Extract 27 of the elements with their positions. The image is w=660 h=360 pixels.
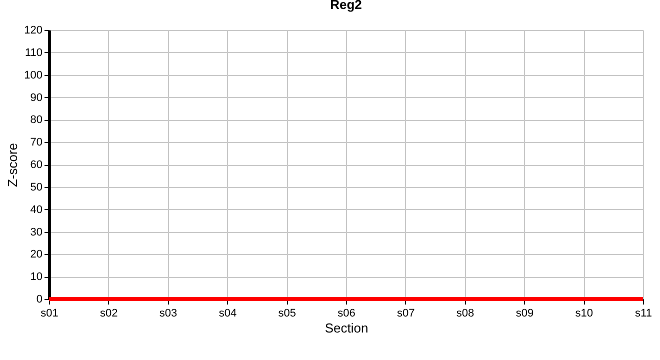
x-tick-label: s05 bbox=[278, 308, 296, 320]
y-axis-title: Z-score bbox=[5, 142, 20, 188]
x-tick-label: s02 bbox=[100, 308, 118, 320]
y-tick-label: 20 bbox=[30, 248, 42, 261]
x-axis-title: Section bbox=[324, 320, 368, 336]
x-tick-label: s08 bbox=[456, 308, 474, 320]
y-tick-label: 50 bbox=[30, 181, 42, 194]
x-tick-label: s11 bbox=[635, 308, 652, 320]
y-tick-label: 30 bbox=[30, 226, 42, 238]
y-tick-label: 110 bbox=[24, 46, 42, 59]
y-tick-label: 40 bbox=[30, 204, 42, 216]
y-tick-label: 80 bbox=[30, 114, 42, 126]
y-tick-label: 120 bbox=[24, 24, 42, 36]
x-tick-label: s01 bbox=[40, 308, 58, 320]
x-tick-label: s04 bbox=[218, 308, 237, 320]
y-tick-label: 10 bbox=[30, 271, 42, 284]
y-tick-label: 90 bbox=[30, 92, 42, 104]
x-tick-label: s06 bbox=[338, 308, 356, 320]
y-tick-label: 0 bbox=[36, 294, 42, 306]
x-tick-label: s07 bbox=[397, 308, 415, 320]
x-tick-label: s09 bbox=[516, 308, 534, 320]
x-tick-label: s03 bbox=[159, 308, 178, 320]
y-tick-label: 70 bbox=[30, 136, 42, 149]
x-tick-label: s10 bbox=[575, 308, 593, 320]
y-tick-label: 60 bbox=[30, 159, 42, 171]
y-tick-label: 100 bbox=[24, 69, 42, 82]
chart-title: Reg2 bbox=[330, 0, 362, 12]
